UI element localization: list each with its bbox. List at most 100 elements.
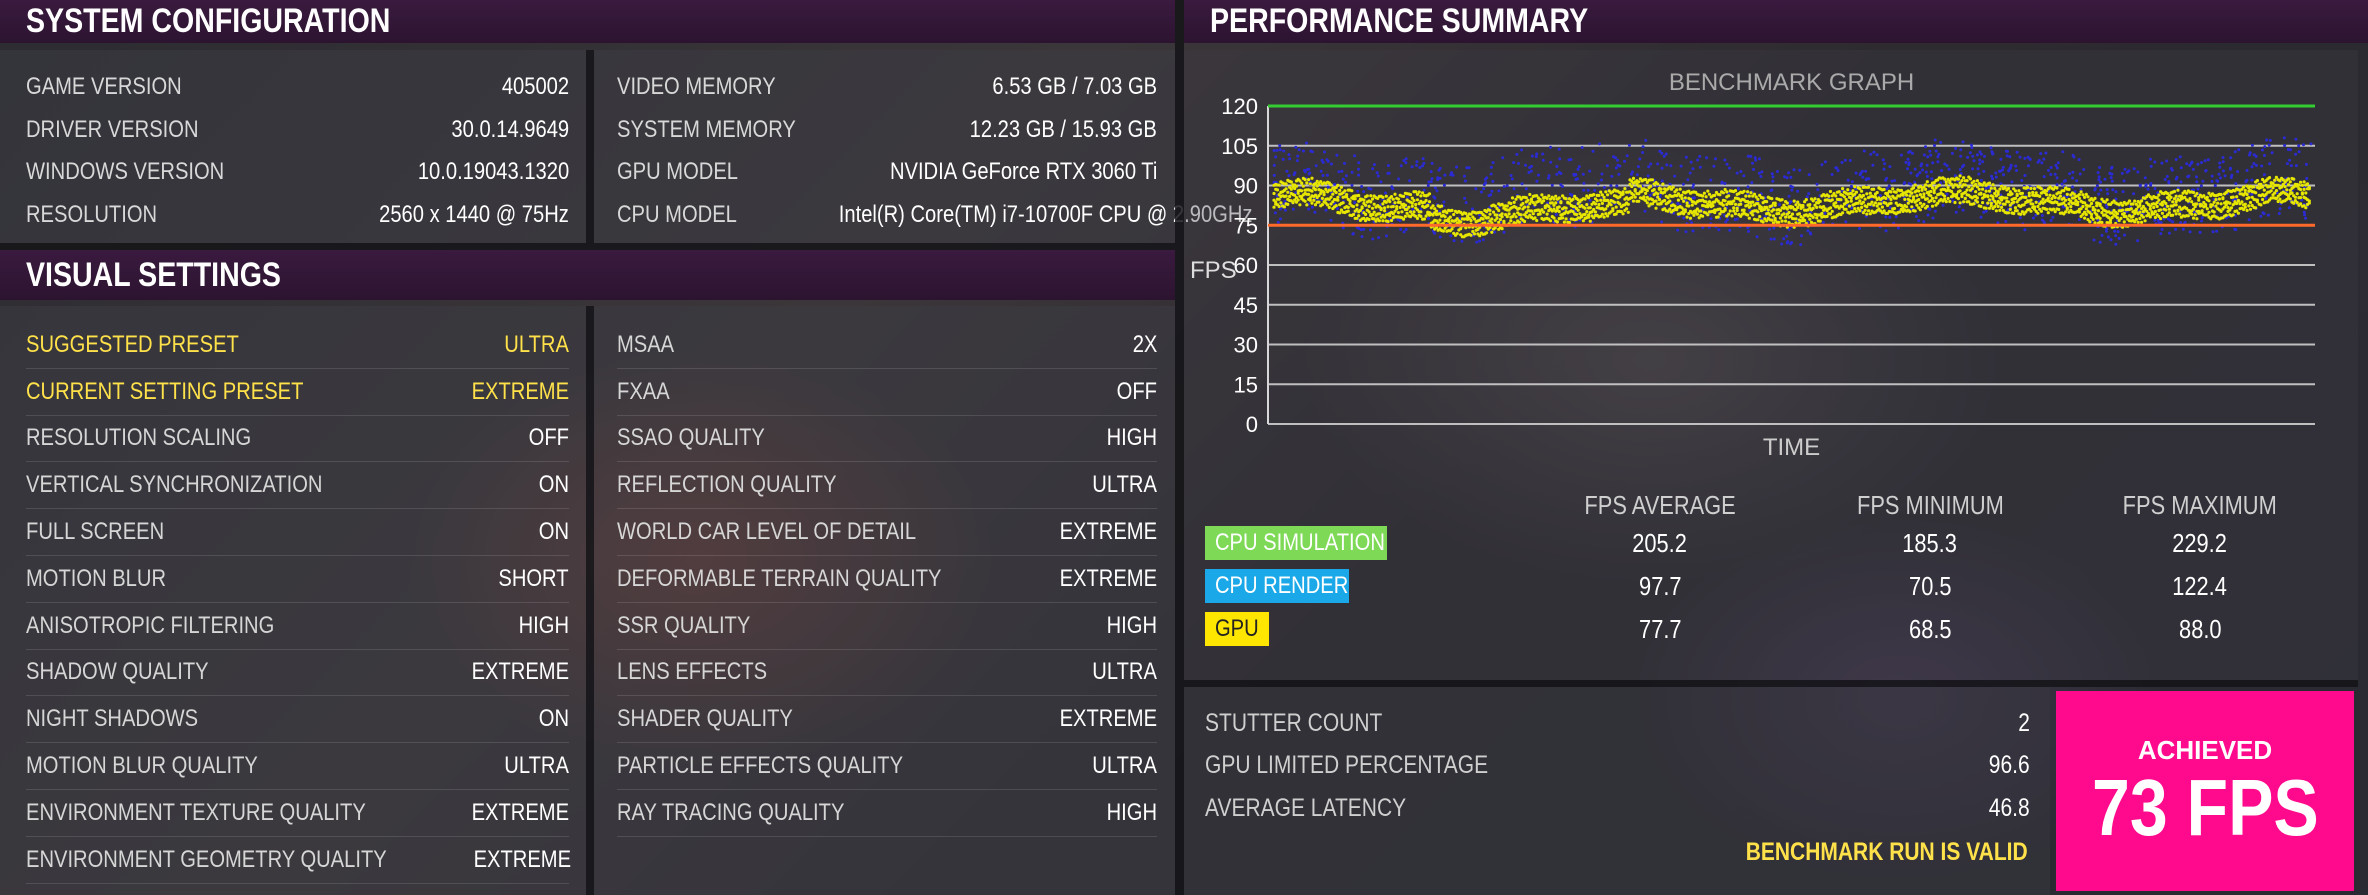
- scatter-point: [2268, 138, 2272, 142]
- scatter-point: [1386, 205, 1390, 209]
- scatter-point: [2211, 230, 2215, 234]
- scatter-point: [2245, 168, 2249, 172]
- scatter-point: [1483, 177, 1487, 181]
- scatter-point: [1481, 238, 1485, 242]
- scatter-point: [1600, 193, 1604, 197]
- scatter-point: [2084, 207, 2088, 211]
- scatter-point: [1486, 216, 1490, 220]
- scatter-point: [2282, 136, 2286, 140]
- scatter-point: [1288, 157, 1292, 161]
- config-row: GPU MODEL NVIDIA GeForce RTX 3060 Ti: [617, 151, 1157, 194]
- scatter-point: [2163, 178, 2167, 181]
- scatter-point: [1676, 198, 1680, 202]
- scatter-point: [2064, 203, 2068, 207]
- scatter-point: [1415, 198, 1420, 202]
- scatter-point: [1324, 208, 1328, 212]
- scatter-point: [2188, 197, 2192, 201]
- scatter-point: [1965, 188, 1969, 192]
- scatter-point: [1725, 218, 1729, 222]
- scatter-point: [2159, 217, 2163, 221]
- scatter-point: [2228, 167, 2232, 171]
- scatter-point: [1645, 189, 1649, 193]
- scatter-point: [1505, 215, 1509, 219]
- scatter-point: [2273, 178, 2277, 182]
- scatter-point: [1391, 212, 1395, 216]
- scatter-point: [2024, 195, 2028, 200]
- scatter-point: [1704, 200, 1708, 204]
- scatter-point: [1606, 198, 1610, 202]
- row-value: ULTRA: [504, 752, 569, 780]
- scatter-point: [1372, 202, 1376, 206]
- scatter-point: [1974, 190, 1978, 194]
- scatter-point: [1893, 179, 1896, 183]
- y-tick-label: 75: [1234, 213, 1258, 238]
- scatter-point: [1308, 198, 1312, 202]
- scatter-point: [1549, 145, 1552, 149]
- scatter-point: [2224, 213, 2228, 217]
- scatter-point: [1865, 192, 1869, 196]
- scatter-point: [1808, 217, 1812, 221]
- scatter-point: [1850, 180, 1854, 184]
- scatter-point: [1925, 175, 1929, 178]
- scatter-point: [2026, 199, 2030, 203]
- scatter-point: [1296, 191, 1300, 195]
- scatter-point: [2062, 201, 2066, 205]
- scatter-point: [2205, 195, 2209, 199]
- scatter-point: [2216, 201, 2220, 205]
- scatter-point: [1346, 205, 1350, 209]
- config-row: SYSTEM MEMORY 12.23 GB / 15.93 GB: [617, 109, 1157, 152]
- scatter-point: [1390, 185, 1394, 189]
- scatter-point: [2077, 210, 2081, 214]
- scatter-point: [1335, 207, 1339, 210]
- scatter-point: [1746, 203, 1750, 207]
- scatter-point: [2179, 194, 2183, 198]
- scatter-point: [2297, 144, 2301, 148]
- scatter-point: [1718, 212, 1722, 216]
- scatter-point: [1723, 158, 1727, 162]
- scatter-point: [1725, 162, 1729, 166]
- scatter-point: [1561, 194, 1565, 198]
- scatter-point: [2088, 220, 2092, 224]
- scatter-point: [1682, 216, 1686, 220]
- scatter-point: [1698, 154, 1702, 158]
- scatter-point: [1794, 217, 1798, 221]
- scatter-point: [1369, 194, 1373, 198]
- scatter-point: [1493, 204, 1497, 208]
- scatter-point: [1638, 157, 1642, 161]
- row-label: RAY TRACING QUALITY: [617, 798, 845, 826]
- scatter-point: [2195, 202, 2199, 206]
- scatter-point: [2049, 219, 2053, 222]
- scatter-point: [1284, 194, 1288, 198]
- scatter-point: [2297, 150, 2301, 154]
- scatter-point: [1583, 212, 1587, 216]
- scatter-point: [1787, 194, 1791, 198]
- scatter-point: [1688, 171, 1692, 175]
- scatter-point: [1443, 226, 1447, 230]
- scatter-point: [2015, 200, 2019, 204]
- scatter-point: [1300, 189, 1304, 193]
- scatter-point: [2259, 214, 2263, 218]
- scatter-point: [1355, 207, 1359, 211]
- scatter-point: [1340, 169, 1344, 173]
- scatter-point: [2095, 204, 2099, 208]
- scatter-point: [1927, 207, 1931, 211]
- scatter-point: [2119, 216, 2123, 220]
- scatter-point: [1443, 215, 1447, 219]
- scatter-point: [1896, 226, 1900, 230]
- scatter-point: [1278, 148, 1282, 152]
- scatter-point: [2121, 190, 2125, 194]
- scatter-point: [2077, 196, 2081, 200]
- scatter-point: [1704, 195, 1708, 199]
- scatter-point: [2233, 227, 2237, 231]
- scatter-point: [1950, 151, 1954, 155]
- scatter-point: [1399, 227, 1403, 231]
- scatter-point: [2160, 211, 2164, 215]
- scatter-point: [1849, 199, 1853, 203]
- scatter-point: [1936, 160, 1940, 164]
- scatter-point: [2069, 199, 2073, 203]
- scatter-point: [2150, 210, 2154, 214]
- scatter-point: [1772, 226, 1776, 230]
- scatter-point: [1495, 206, 1499, 211]
- scatter-point: [1776, 170, 1779, 173]
- scatter-point: [1396, 197, 1400, 201]
